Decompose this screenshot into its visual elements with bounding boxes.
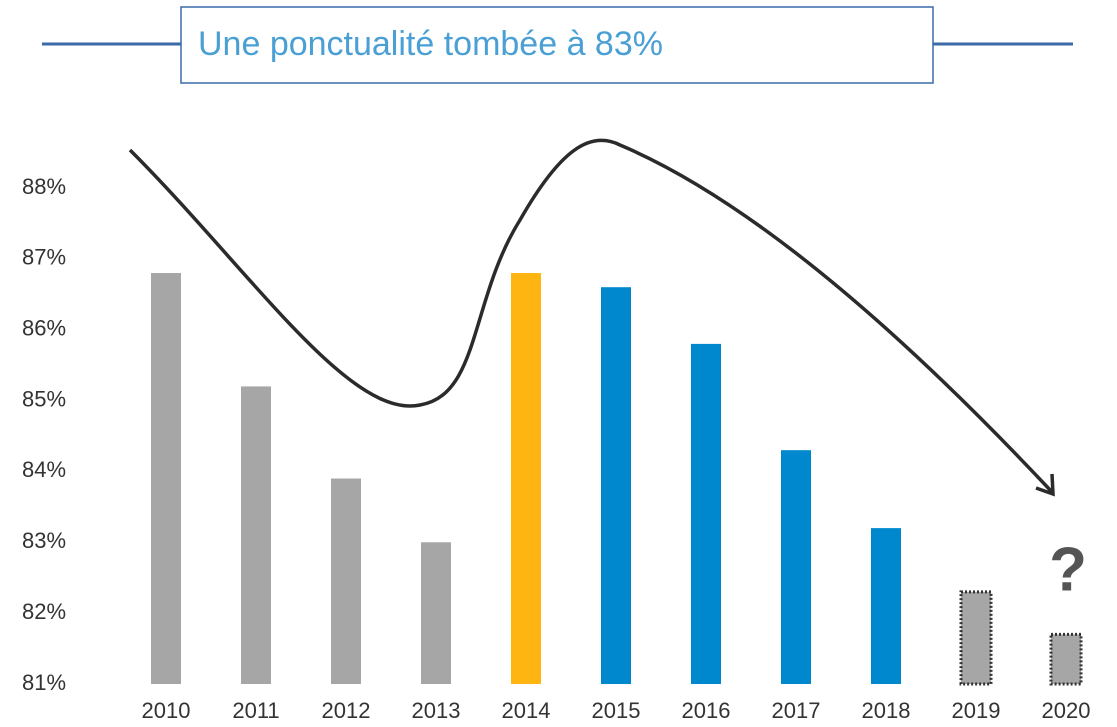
annotation: ?: [1049, 535, 1087, 604]
x-tick-label: 2015: [592, 698, 641, 723]
bar: [331, 478, 361, 684]
chart-title: Une ponctualité tombée à 83%: [198, 25, 663, 63]
y-tick-label: 88%: [22, 174, 66, 199]
y-tick-label: 83%: [22, 528, 66, 553]
y-tick-label: 84%: [22, 457, 66, 482]
y-tick-label: 81%: [22, 670, 66, 695]
y-tick-label: 86%: [22, 316, 66, 341]
trend-arrow: [128, 138, 1054, 494]
x-tick-label: 2016: [682, 698, 731, 723]
bar: [691, 343, 721, 684]
x-tick-label: 2018: [862, 698, 911, 723]
title-box: [180, 6, 934, 84]
x-tick-label: 2019: [952, 698, 1001, 723]
bar: [241, 386, 271, 684]
bar: [511, 273, 541, 684]
bar: [871, 528, 901, 684]
x-tick-label: 2014: [502, 698, 551, 723]
y-tick-label: 82%: [22, 599, 66, 624]
bar: [781, 450, 811, 684]
bar: [151, 273, 181, 684]
y-tick-label: 87%: [22, 245, 66, 270]
arrow-head: [1035, 473, 1055, 497]
x-tick-label: 2020: [1042, 698, 1091, 723]
x-tick-label: 2010: [142, 698, 191, 723]
x-tick-label: 2017: [772, 698, 821, 723]
bar: [421, 542, 451, 684]
x-tick-label: 2011: [232, 698, 279, 723]
y-tick-label: 85%: [22, 386, 66, 411]
x-tick-label: 2012: [322, 698, 371, 723]
bar: [959, 590, 993, 686]
x-tick-label: 2013: [412, 698, 461, 723]
bar: [1049, 632, 1083, 686]
bar: [601, 287, 631, 684]
